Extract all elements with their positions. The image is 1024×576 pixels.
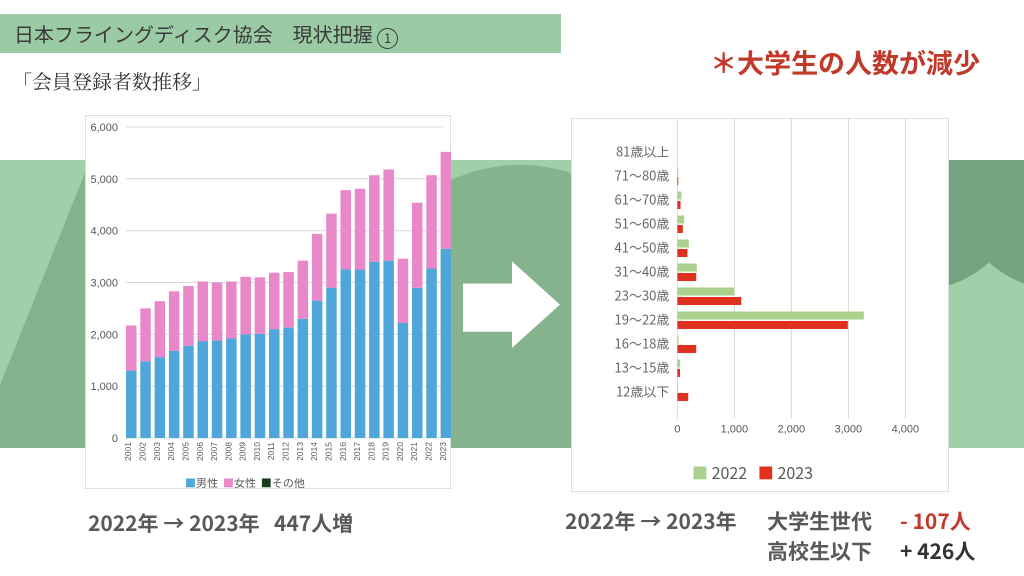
svg-text:2002: 2002	[138, 442, 148, 461]
svg-text:2018: 2018	[366, 442, 376, 461]
svg-text:2020: 2020	[395, 442, 405, 461]
svg-text:2013: 2013	[295, 442, 305, 461]
svg-text:4,000: 4,000	[892, 423, 920, 435]
svg-text:19〜22歳: 19〜22歳	[615, 309, 670, 328]
svg-text:1,000: 1,000	[721, 423, 749, 435]
svg-text:2005: 2005	[180, 442, 190, 461]
svg-text:51〜60歳: 51〜60歳	[615, 213, 670, 232]
svg-text:0: 0	[112, 433, 118, 445]
svg-text:2019: 2019	[381, 442, 391, 461]
svg-text:2,000: 2,000	[778, 423, 806, 435]
svg-text:23〜30歳: 23〜30歳	[615, 285, 670, 304]
svg-text:4,000: 4,000	[90, 226, 118, 238]
svg-text:61〜70歳: 61〜70歳	[615, 189, 670, 208]
svg-text:12歳以下: 12歳以下	[616, 381, 669, 400]
svg-text:2022: 2022	[424, 442, 434, 461]
svg-text:41〜50歳: 41〜50歳	[615, 237, 670, 256]
svg-text:16〜18歳: 16〜18歳	[615, 333, 670, 352]
svg-text:0: 0	[674, 423, 680, 435]
svg-text:2003: 2003	[152, 442, 162, 461]
svg-text:2016: 2016	[338, 442, 348, 461]
svg-text:2021: 2021	[409, 442, 419, 461]
svg-text:2010: 2010	[252, 442, 262, 461]
svg-text:3,000: 3,000	[90, 278, 118, 290]
svg-text:31〜40歳: 31〜40歳	[615, 261, 670, 280]
svg-text:2008: 2008	[223, 442, 233, 461]
svg-text:1,000: 1,000	[90, 381, 118, 393]
svg-text:2011: 2011	[266, 442, 276, 461]
svg-text:2006: 2006	[195, 442, 205, 461]
svg-text:2012: 2012	[281, 442, 291, 461]
svg-text:2001: 2001	[123, 442, 133, 461]
svg-text:2015: 2015	[324, 442, 334, 461]
svg-text:2009: 2009	[238, 442, 248, 461]
svg-text:2014: 2014	[309, 442, 319, 461]
svg-text:81歳以上: 81歳以上	[616, 141, 669, 160]
svg-text:71〜80歳: 71〜80歳	[615, 165, 670, 184]
svg-text:5,000: 5,000	[90, 174, 118, 186]
svg-text:2004: 2004	[166, 442, 176, 461]
svg-text:6,000: 6,000	[90, 122, 118, 134]
svg-text:3,000: 3,000	[835, 423, 863, 435]
svg-text:13〜15歳: 13〜15歳	[615, 357, 670, 376]
svg-text:2,000: 2,000	[90, 329, 118, 341]
svg-text:2017: 2017	[352, 442, 362, 461]
svg-text:2023: 2023	[438, 442, 448, 461]
svg-text:2007: 2007	[209, 442, 219, 461]
